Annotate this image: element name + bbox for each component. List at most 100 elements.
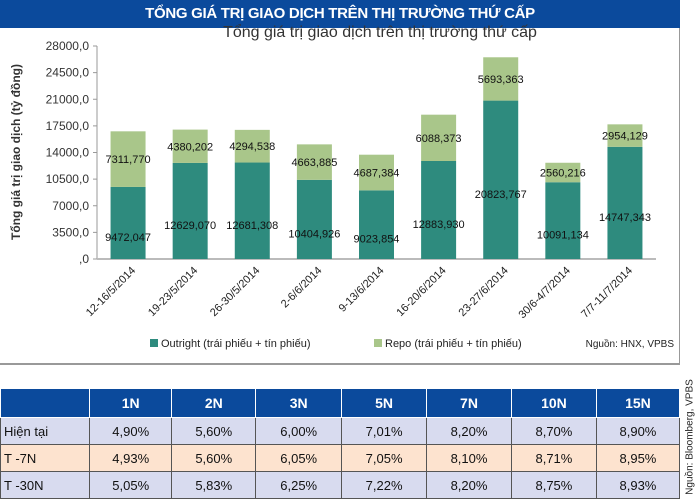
table-cell: 7,05% bbox=[341, 444, 428, 472]
bar-repo bbox=[172, 129, 208, 163]
table-source: Nguồn: Bloomberg, VPBS bbox=[684, 379, 696, 495]
table-cell: 5,83% bbox=[171, 471, 257, 499]
y-axis-label: Tổng giá trị giao dịch (tỷ đồng) bbox=[9, 64, 23, 240]
legend-swatch-repo bbox=[374, 339, 382, 347]
table-cell: 5,60% bbox=[171, 444, 257, 472]
x-tick-label: 7/7-11/7/2014 bbox=[579, 265, 635, 321]
column-header: 10N bbox=[510, 388, 597, 418]
table-cell: 5,60% bbox=[171, 417, 257, 445]
row-label: T -30N bbox=[0, 471, 91, 499]
x-tick-label: 26-30/5/2014 bbox=[208, 265, 262, 319]
x-tick-label: 30/6-4/7/2014 bbox=[516, 265, 572, 321]
table-cell: 6,05% bbox=[255, 444, 343, 472]
legend-label-outright: Outright (trái phiếu + tín phiếu) bbox=[161, 338, 311, 350]
data-label: 12883,930 bbox=[413, 219, 465, 231]
table-header-row: 1N 2N 3N 5N 7N 10N 15N bbox=[0, 388, 681, 418]
table-cell: 8,20% bbox=[426, 471, 512, 499]
data-label: 14747,343 bbox=[599, 212, 651, 224]
bar-repo bbox=[421, 114, 457, 161]
table-cell: 8,93% bbox=[595, 471, 681, 499]
bar-repo bbox=[545, 162, 581, 183]
bar-repo bbox=[296, 144, 332, 180]
chart-title: Tổng giá trị giao dịch trên thị trường t… bbox=[223, 23, 537, 41]
table-cell: 4,93% bbox=[89, 444, 173, 472]
bar-outright bbox=[234, 162, 270, 259]
x-tick-label: 2-6/6/2014 bbox=[279, 265, 325, 311]
chart-source: Nguồn: HNX, VPBS bbox=[586, 338, 675, 350]
data-label: 4294,538 bbox=[229, 141, 275, 153]
column-header: 7N bbox=[426, 388, 512, 418]
column-header: 1N bbox=[89, 388, 173, 418]
data-label: 12681,308 bbox=[226, 220, 278, 232]
stacked-bar-chart: Tổng giá trị giao dịch trên thị trường t… bbox=[9, 23, 675, 350]
data-label: 10404,926 bbox=[288, 228, 340, 240]
column-header bbox=[0, 388, 91, 418]
yield-table: 1N 2N 3N 5N 7N 10N 15N Hiện tại 4,90% 5,60% 6,00%… bbox=[0, 388, 681, 499]
y-tick-label: 10500,0 bbox=[46, 172, 90, 186]
x-tick-label: 23-27/6/2014 bbox=[457, 265, 511, 319]
table-cell: 8,90% bbox=[595, 417, 681, 445]
table-cell: 7,01% bbox=[341, 417, 428, 445]
column-header: 5N bbox=[341, 388, 428, 418]
data-label: 4663,885 bbox=[291, 157, 337, 169]
data-label: 2560,216 bbox=[540, 167, 586, 179]
y-tick-label: ,0 bbox=[79, 252, 89, 266]
x-tick-label: 16-20/6/2014 bbox=[394, 265, 448, 319]
data-label: 9023,854 bbox=[354, 234, 400, 246]
row-label: Hiện tại bbox=[0, 417, 91, 445]
bar-outright bbox=[421, 160, 457, 259]
bar-repo bbox=[110, 131, 146, 187]
bar-outright bbox=[296, 179, 332, 259]
legend-swatch-outright bbox=[150, 339, 158, 347]
data-label: 4380,202 bbox=[167, 141, 213, 153]
table-cell: 4,90% bbox=[89, 417, 173, 445]
column-header: 2N bbox=[171, 388, 257, 418]
table-cell: 6,00% bbox=[255, 417, 343, 445]
bar-outright bbox=[545, 182, 581, 259]
bar-repo bbox=[607, 124, 643, 147]
row-label: T -7N bbox=[0, 444, 91, 472]
column-header: 15N bbox=[595, 388, 681, 418]
bar-repo bbox=[483, 57, 519, 101]
y-tick-label: 3500,0 bbox=[52, 225, 89, 239]
table-cell: 6,25% bbox=[255, 471, 343, 499]
table-cell: 8,95% bbox=[595, 444, 681, 472]
bar-outright bbox=[483, 100, 519, 259]
table-cell: 8,75% bbox=[510, 471, 597, 499]
x-tick-label: 19-23/5/2014 bbox=[146, 265, 200, 319]
y-tick-label: 14000,0 bbox=[46, 146, 90, 160]
data-label: 5693,363 bbox=[478, 74, 524, 86]
legend-label-repo: Repo (trái phiếu + tín phiếu) bbox=[385, 338, 522, 350]
y-tick-label: 24500,0 bbox=[46, 66, 90, 80]
data-label: 2954,129 bbox=[602, 131, 648, 143]
table-row: Hiện tại 4,90% 5,60% 6,00% 7,01% 8,20% 8,70% 8,… bbox=[0, 417, 681, 445]
data-label: 4687,384 bbox=[354, 168, 400, 180]
bar-repo bbox=[359, 154, 394, 191]
column-header: 3N bbox=[255, 388, 343, 418]
table-cell: 8,70% bbox=[510, 417, 597, 445]
data-label: 7311,770 bbox=[106, 154, 151, 166]
bar-repo bbox=[234, 129, 270, 163]
y-tick-label: 21000,0 bbox=[46, 92, 90, 106]
y-tick-label: 17500,0 bbox=[46, 119, 90, 133]
table-row: T -7N 4,93% 5,60% 6,05% 7,05% 8,10% 8,71% 8,95% bbox=[0, 444, 681, 472]
x-tick-label: 9-13/6/2014 bbox=[337, 265, 387, 315]
data-label: 10091,134 bbox=[537, 230, 589, 242]
data-label: 20823,767 bbox=[475, 189, 527, 201]
bar-outright bbox=[172, 162, 208, 259]
table-cell: 8,71% bbox=[510, 444, 597, 472]
table-row: T -30N 5,05% 5,83% 6,25% 7,22% 8,20% 8,75% 8,93… bbox=[0, 471, 681, 499]
bar-outright bbox=[110, 186, 146, 259]
data-label: 6088,373 bbox=[416, 133, 462, 145]
table-cell: 7,22% bbox=[341, 471, 428, 499]
data-label: 9472,047 bbox=[105, 232, 151, 244]
legend: Outright (trái phiếu + tín phiếu) Repo (… bbox=[150, 338, 522, 350]
bar-outright bbox=[607, 146, 643, 259]
y-tick-label: 28000,0 bbox=[46, 39, 90, 53]
bar-outright bbox=[359, 190, 394, 259]
table-cell: 8,20% bbox=[426, 417, 512, 445]
y-tick-label: 7000,0 bbox=[52, 199, 89, 213]
table-cell: 5,05% bbox=[89, 471, 173, 499]
chart-panel bbox=[0, 28, 680, 365]
banner-title: TỔNG GIÁ TRỊ GIAO DỊCH TRÊN THỊ TRƯỜNG T… bbox=[0, 0, 680, 28]
